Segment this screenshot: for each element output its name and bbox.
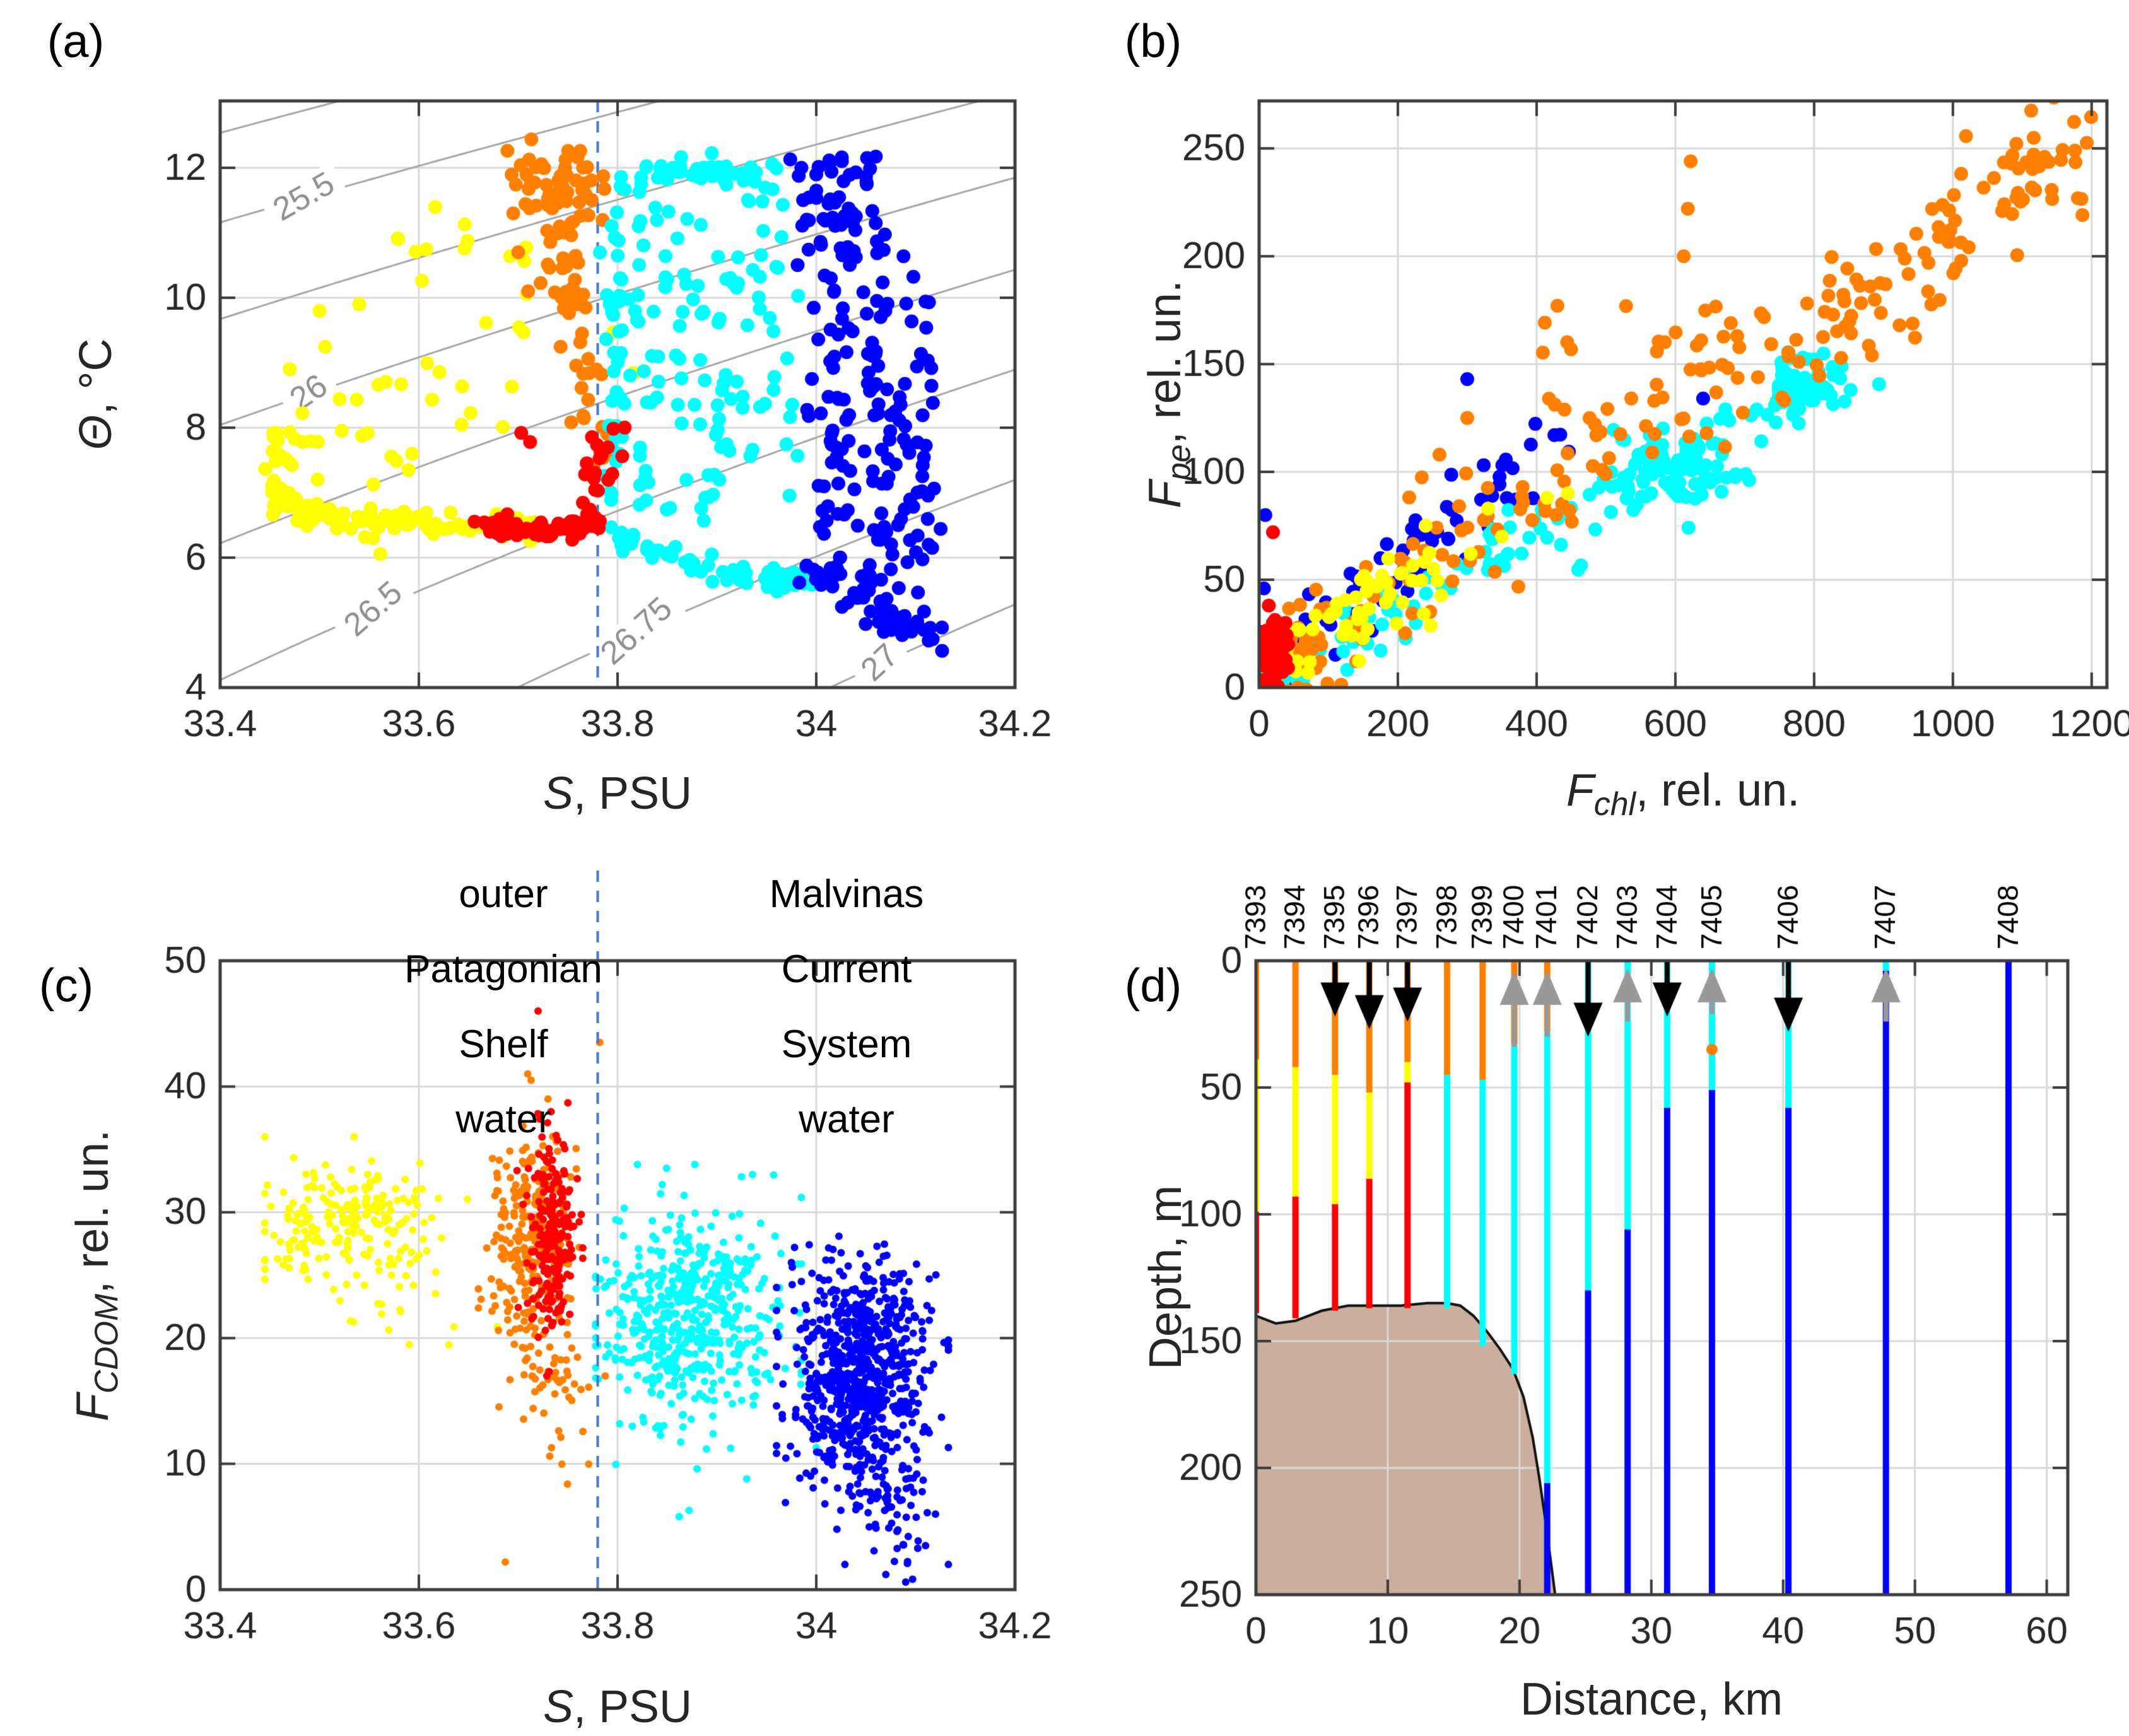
region-label-shelf-water: outer Patagonian Shelf water — [327, 857, 680, 1157]
region-label-line: System — [781, 1023, 912, 1066]
panel-a-letter: (a) — [47, 15, 105, 67]
panel-c-letter: (c) — [38, 959, 94, 1012]
region-label-malvinas-water: Malvinas Current System water — [670, 857, 1023, 1157]
region-label-line: outer — [459, 872, 548, 916]
panel-c-yaxis-title: FCDOM, rel. un. — [67, 1129, 125, 1422]
panel-b-xaxis-title: Fchl, rel. un. — [1566, 765, 1800, 823]
panel-b-letter: (b) — [1124, 15, 1182, 67]
region-label-line: Current — [781, 947, 912, 991]
panel-a-yaxis-title: Θ, °C — [71, 338, 121, 450]
region-label-line: Patagonian — [404, 947, 602, 991]
panel-b-yaxis-title: Fpe, rel. un. — [1139, 280, 1197, 508]
panel-c-xaxis-title: S, PSU — [543, 1682, 693, 1732]
panel-d-xaxis-title: Distance, km — [1520, 1674, 1783, 1725]
region-label-line: water — [455, 1098, 551, 1141]
region-label-line: Malvinas — [769, 872, 924, 916]
panel-d-letter: (d) — [1124, 959, 1182, 1012]
region-label-line: Shelf — [459, 1023, 548, 1066]
region-label-line: water — [799, 1098, 894, 1141]
panel-a-xaxis-title: S, PSU — [543, 768, 693, 819]
panel-d-yaxis-title: Depth, m — [1141, 1185, 1191, 1370]
